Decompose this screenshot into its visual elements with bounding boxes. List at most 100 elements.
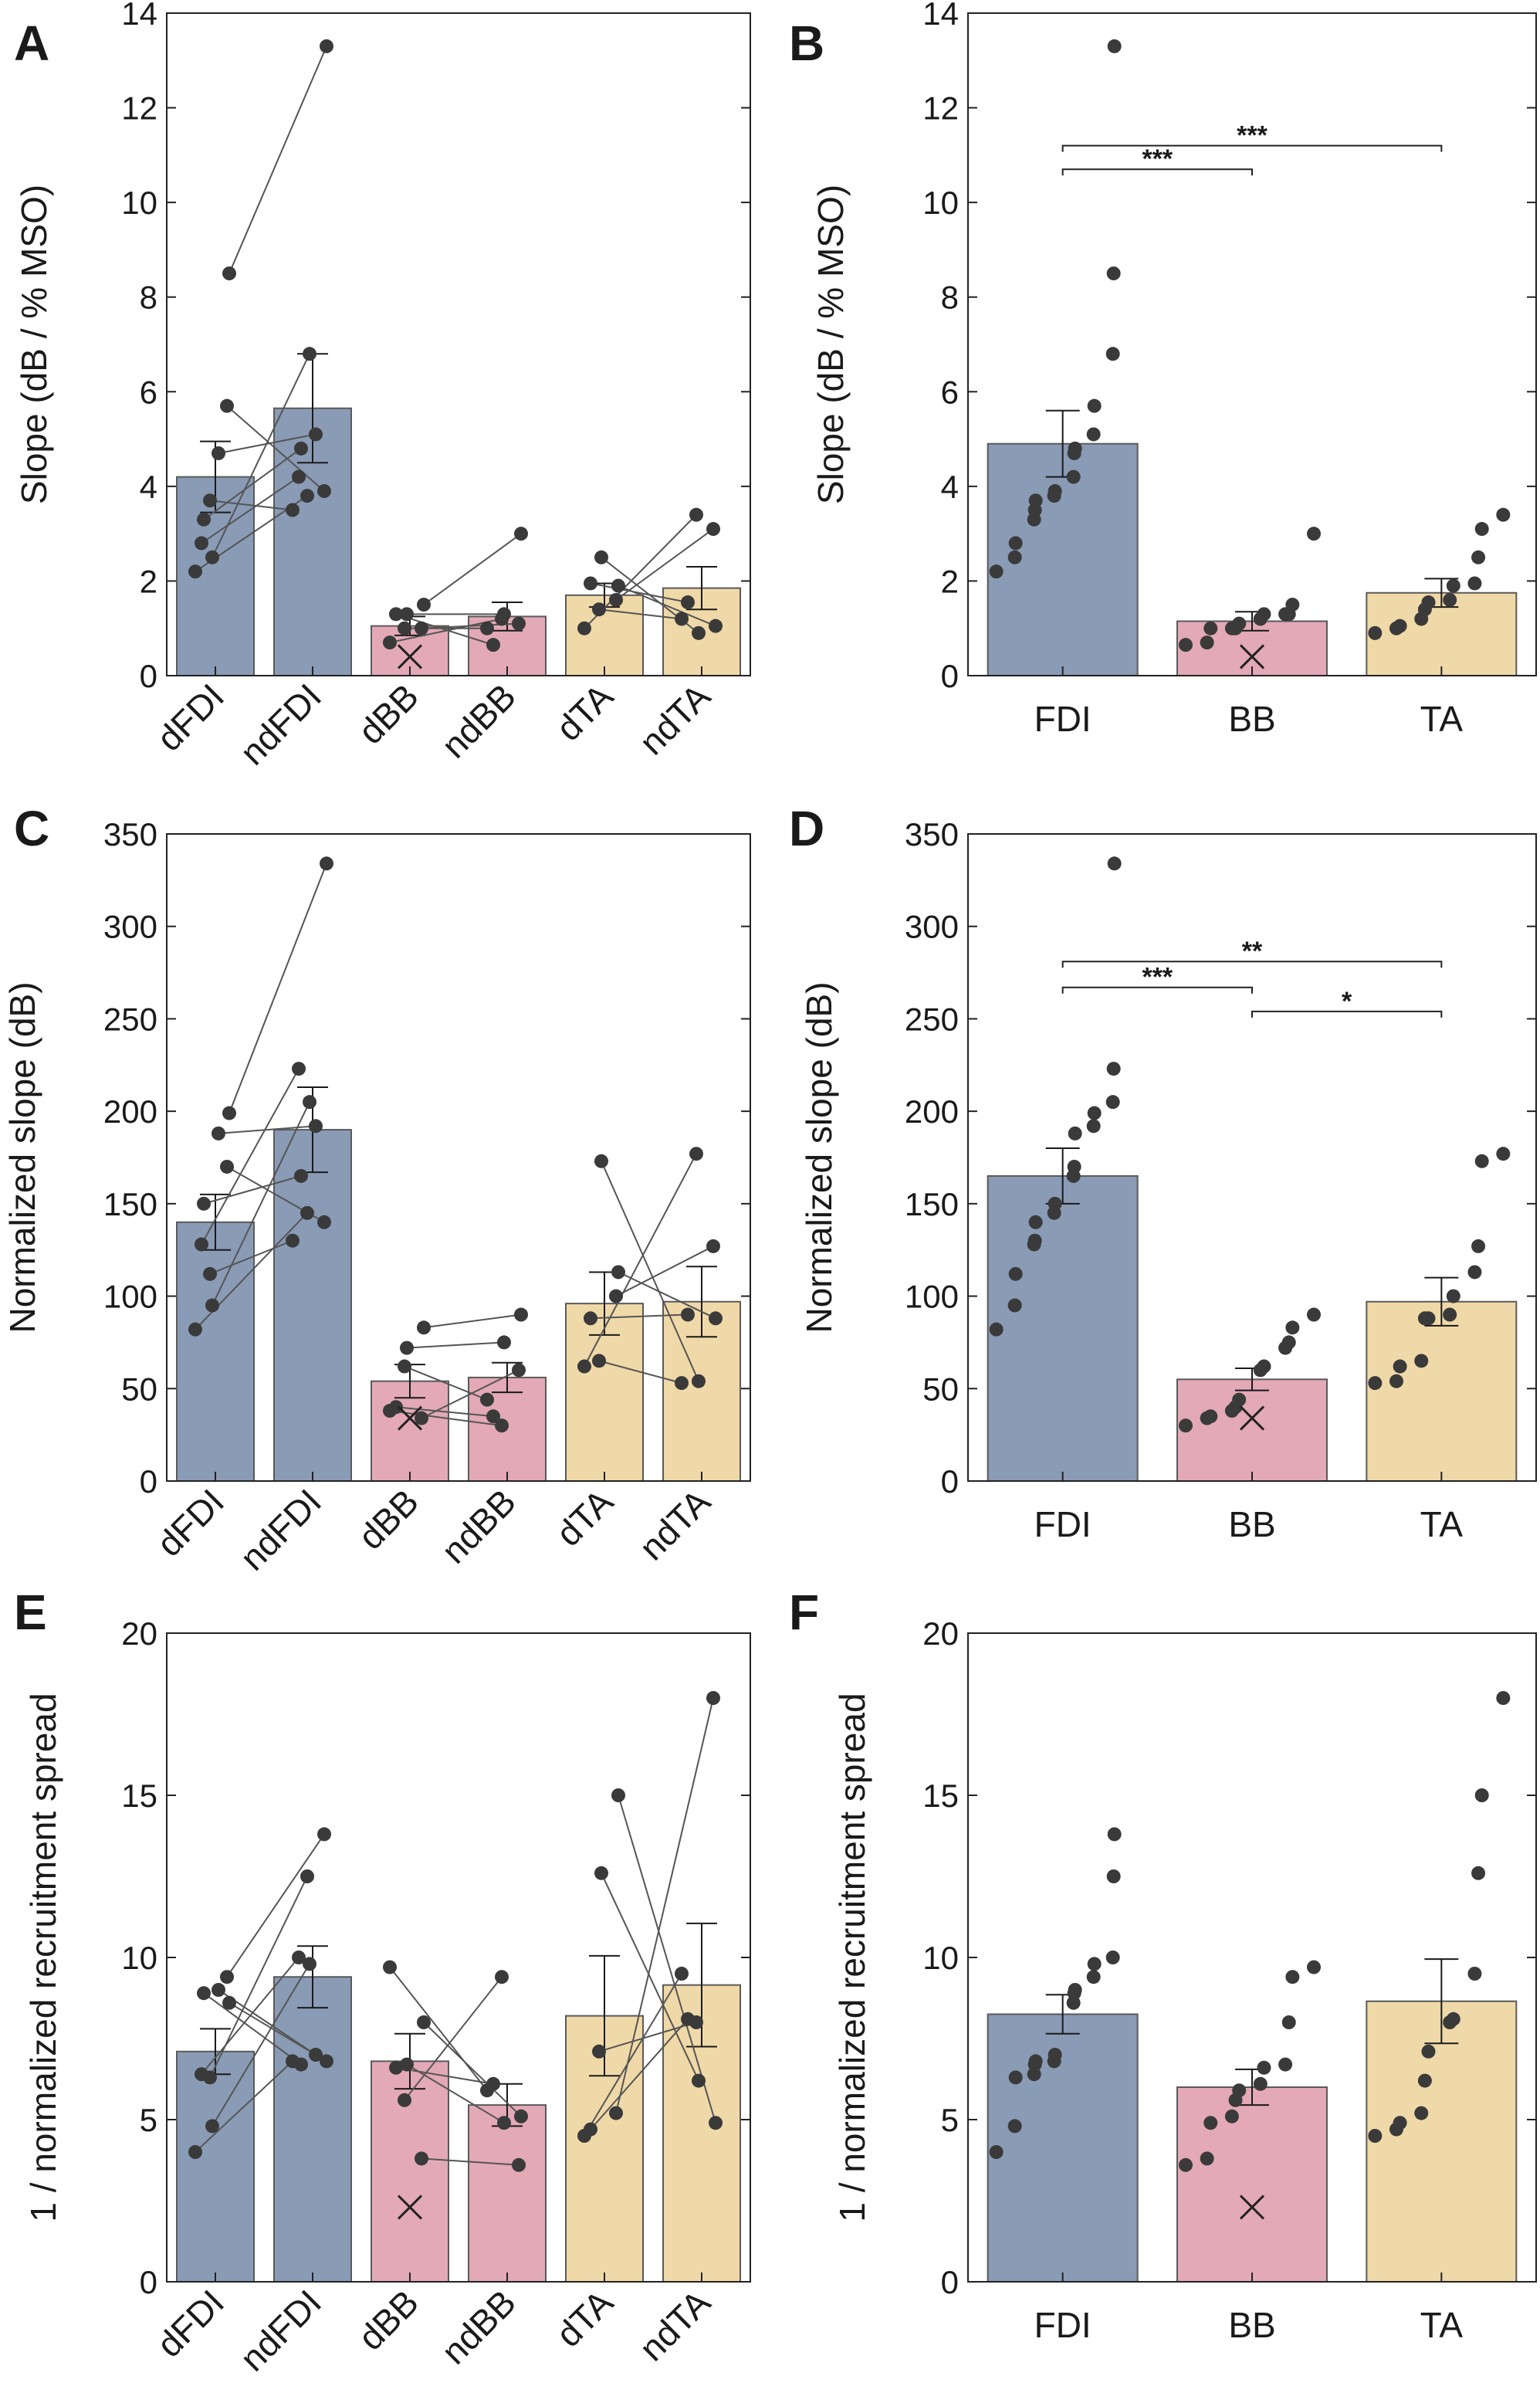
point-ndFDI bbox=[303, 1095, 316, 1110]
pair-line-dFDI bbox=[201, 1957, 300, 2075]
point-BB bbox=[1281, 1335, 1296, 1350]
point-FDI bbox=[1007, 1298, 1022, 1313]
bar-FDI bbox=[987, 2013, 1139, 2283]
point-dFDI bbox=[222, 266, 236, 281]
panel-letter-E: E bbox=[14, 1584, 47, 1640]
point-dTA bbox=[609, 1289, 623, 1303]
point-TA bbox=[1474, 522, 1489, 537]
point-dFDI bbox=[203, 1266, 217, 1281]
pair-line-dTA bbox=[615, 528, 714, 601]
x-tick-label-BB: BB bbox=[1228, 2305, 1275, 2345]
point-dFDI bbox=[195, 2067, 208, 2082]
y-tick-label: 50 bbox=[121, 1371, 157, 1407]
point-ndFDI bbox=[294, 441, 308, 456]
point-dBB bbox=[398, 2093, 411, 2107]
point-FDI bbox=[1086, 1970, 1101, 1984]
excluded-marker bbox=[1239, 2195, 1265, 2220]
excluded-marker bbox=[397, 1405, 423, 1431]
x-tick-label-ndTA: ndTA bbox=[631, 676, 718, 762]
point-FDI bbox=[1087, 1957, 1102, 1971]
point-FDI bbox=[1008, 1266, 1023, 1281]
x-tick-label-ndTA: ndTA bbox=[631, 1481, 718, 1568]
point-ndFDI bbox=[286, 1233, 300, 1248]
significance-line bbox=[1251, 1010, 1443, 1018]
point-dFDI bbox=[220, 1970, 234, 1984]
point-dTA bbox=[594, 1154, 608, 1168]
point-dTA bbox=[592, 602, 606, 617]
y-axis-label: Slope (dB / % MSO) bbox=[811, 185, 851, 504]
point-dFDI bbox=[188, 2145, 202, 2159]
point-FDI bbox=[1068, 1126, 1082, 1140]
point-dFDI bbox=[188, 1322, 202, 1337]
point-FDI bbox=[1107, 856, 1122, 871]
point-dBB bbox=[415, 2151, 428, 2166]
point-TA bbox=[1414, 2106, 1429, 2120]
significance-label: *** bbox=[1142, 144, 1173, 174]
pair-line-dBB bbox=[395, 1406, 494, 1418]
point-TA bbox=[1421, 1311, 1436, 1326]
point-ndBB bbox=[480, 621, 494, 635]
y-tick-label: 5 bbox=[941, 2102, 959, 2138]
point-dBB bbox=[415, 1411, 428, 1425]
pair-line-dTA bbox=[590, 582, 689, 603]
significance-line bbox=[1061, 168, 1253, 176]
y-tick-label: 2 bbox=[140, 563, 157, 599]
bar-TA bbox=[1366, 1300, 1518, 1482]
y-tick-label: 0 bbox=[941, 1463, 959, 1500]
y-tick-label: 12 bbox=[121, 90, 157, 127]
y-tick-label: 6 bbox=[941, 374, 959, 410]
bar-dFDI bbox=[176, 2050, 255, 2283]
axes-frame bbox=[166, 833, 751, 1482]
point-ndFDI bbox=[292, 469, 306, 484]
y-axis-label: 1 / normalized recruitment spread bbox=[23, 1693, 63, 2222]
y-tick-label: 20 bbox=[922, 1615, 959, 1652]
point-dTA bbox=[611, 1265, 625, 1279]
pair-line-dFDI bbox=[201, 1068, 300, 1246]
panel-letter-A: A bbox=[14, 15, 49, 71]
point-dTA bbox=[611, 578, 625, 593]
point-ndTA bbox=[681, 1307, 695, 1322]
point-dBB bbox=[398, 621, 411, 635]
point-BB bbox=[1285, 598, 1300, 612]
y-tick-label: 12 bbox=[922, 90, 959, 127]
point-TA bbox=[1467, 1265, 1482, 1279]
point-ndTA bbox=[709, 2116, 723, 2130]
point-BB bbox=[1179, 638, 1193, 652]
pair-line-dFDI bbox=[209, 500, 293, 511]
point-dFDI bbox=[197, 1986, 211, 2001]
pair-line-dFDI bbox=[203, 1174, 302, 1205]
pair-line-dTA bbox=[584, 1973, 682, 2137]
x-tick-label-dBB: dBB bbox=[350, 676, 426, 751]
panel-B: *** *** 0 2 4 6 8 10 12 14 FDI BB TA Slope (dB / % MS… bbox=[789, 0, 1537, 739]
y-tick-label: 150 bbox=[103, 1186, 157, 1222]
point-ndFDI bbox=[300, 1869, 314, 1883]
significance-bracket: * bbox=[1251, 987, 1443, 1018]
point-BB bbox=[1200, 2151, 1214, 2166]
panel-letter-D: D bbox=[789, 801, 824, 856]
point-FDI bbox=[989, 564, 1004, 579]
pair-line-dBB bbox=[404, 1365, 488, 1401]
point-ndBB bbox=[495, 1970, 509, 1984]
panel-letter-C: C bbox=[14, 801, 49, 856]
pair-line-dFDI bbox=[195, 2060, 293, 2153]
point-BB bbox=[1232, 1392, 1247, 1407]
x-tick-label-FDI: FDI bbox=[1034, 1504, 1092, 1544]
pair-line-dTA bbox=[584, 1153, 697, 1368]
excluded-marker bbox=[1239, 1405, 1265, 1431]
point-FDI bbox=[989, 2145, 1004, 2159]
point-ndFDI bbox=[320, 856, 333, 871]
point-ndFDI bbox=[300, 1205, 314, 1220]
point-TA bbox=[1368, 1376, 1383, 1391]
significance-line bbox=[1061, 961, 1443, 968]
point-BB bbox=[1224, 2109, 1239, 2123]
point-dFDI bbox=[205, 550, 219, 564]
point-ndTA bbox=[681, 595, 695, 610]
bar-ndFDI bbox=[273, 1976, 352, 2283]
point-ndBB bbox=[512, 2157, 526, 2172]
y-tick-label: 14 bbox=[121, 0, 157, 32]
point-dFDI bbox=[205, 2119, 219, 2134]
point-ndTA bbox=[706, 522, 720, 537]
point-ndBB bbox=[512, 616, 526, 631]
pair-line-dTA bbox=[590, 2018, 689, 2130]
